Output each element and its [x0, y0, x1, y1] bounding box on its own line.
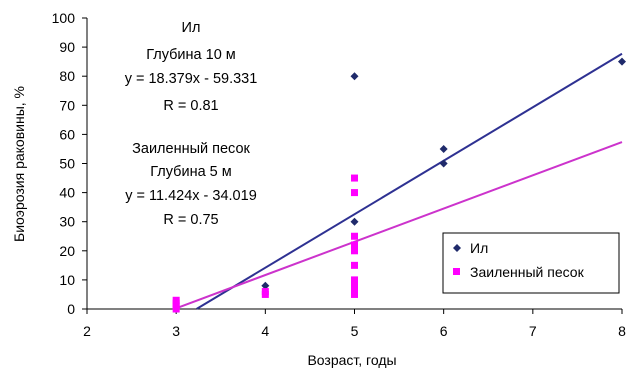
- legend-diamond-marker: [453, 244, 461, 252]
- legend-square-marker: [453, 268, 460, 275]
- data-point-il: [439, 144, 448, 153]
- data-point-sand: [351, 241, 358, 249]
- y-tick-label: 30: [59, 214, 75, 230]
- data-point-il: [439, 159, 448, 168]
- data-point-sand: [351, 276, 358, 284]
- y-tick-label: 10: [59, 272, 75, 288]
- x-tick-label: 2: [83, 323, 91, 339]
- annotation-il-line-4: R = 0.81: [163, 98, 218, 114]
- legend-label-sand: Заиленный песок: [470, 264, 585, 280]
- y-tick-label: 80: [59, 68, 75, 84]
- trendlines: [175, 52, 623, 310]
- annotation-il-line-1: Ил: [182, 20, 201, 36]
- data-points: [172, 57, 626, 313]
- y-tick-label: 50: [59, 156, 75, 172]
- data-point-sand: [351, 247, 358, 255]
- data-point-sand: [351, 189, 358, 197]
- y-ticks: 0 10 20 30 40 50 60 70 80 90 100: [52, 10, 87, 317]
- y-axis-label: Биоэрозия раковины, %: [11, 86, 27, 242]
- data-point-sand: [351, 174, 358, 182]
- y-tick-label: 20: [59, 243, 75, 259]
- x-tick-label: 6: [440, 323, 448, 339]
- data-point-il: [350, 72, 359, 81]
- data-point-sand: [172, 296, 180, 304]
- legend-box: [442, 232, 620, 294]
- data-point-il: [261, 281, 270, 290]
- annotation-sand: Заиленный песок Глубина 5 м y = 11.424x …: [125, 141, 257, 228]
- annotation-sand-line-3: y = 11.424x - 34.019: [125, 188, 257, 204]
- data-point-il: [618, 57, 626, 66]
- y-tick-label: 90: [59, 39, 75, 55]
- annotation-il: Ил Глубина 10 м y = 18.379x - 59.331 R =…: [125, 20, 258, 114]
- trendline-sand: [175, 141, 623, 310]
- annotation-sand-line-1: Заиленный песок: [132, 141, 250, 157]
- x-tick-label: 7: [529, 323, 537, 339]
- legend-label-il: Ил: [470, 240, 488, 256]
- data-point-il: [350, 217, 359, 226]
- x-tick-label: 5: [351, 323, 359, 339]
- trendline-il: [196, 52, 623, 310]
- data-point-sand: [261, 288, 269, 296]
- x-tick-label: 3: [172, 323, 180, 339]
- annotation-il-line-2: Глубина 10 м: [146, 47, 236, 63]
- data-point-sand: [351, 282, 358, 290]
- data-point-sand: [351, 261, 358, 269]
- y-tick-label: 100: [52, 10, 76, 26]
- y-tick-label: 70: [59, 97, 75, 113]
- x-tick-label: 4: [261, 323, 269, 339]
- x-tick-label: 8: [618, 323, 626, 339]
- data-point-sand: [351, 232, 358, 240]
- y-tick-label: 60: [59, 126, 75, 142]
- legend: Ил Заиленный песок: [442, 232, 620, 294]
- y-tick-label: 0: [67, 301, 75, 317]
- y-tick-label: 40: [59, 185, 75, 201]
- annotation-sand-line-4: R = 0.75: [163, 212, 218, 228]
- annotation-il-line-3: y = 18.379x - 59.331: [125, 71, 258, 87]
- data-point-sand: [351, 290, 358, 298]
- annotation-sand-line-2: Глубина 5 м: [150, 164, 231, 180]
- x-axis-label: Возраст, годы: [307, 352, 396, 368]
- x-ticks: 2 3 4 5 6 7 8: [83, 309, 626, 339]
